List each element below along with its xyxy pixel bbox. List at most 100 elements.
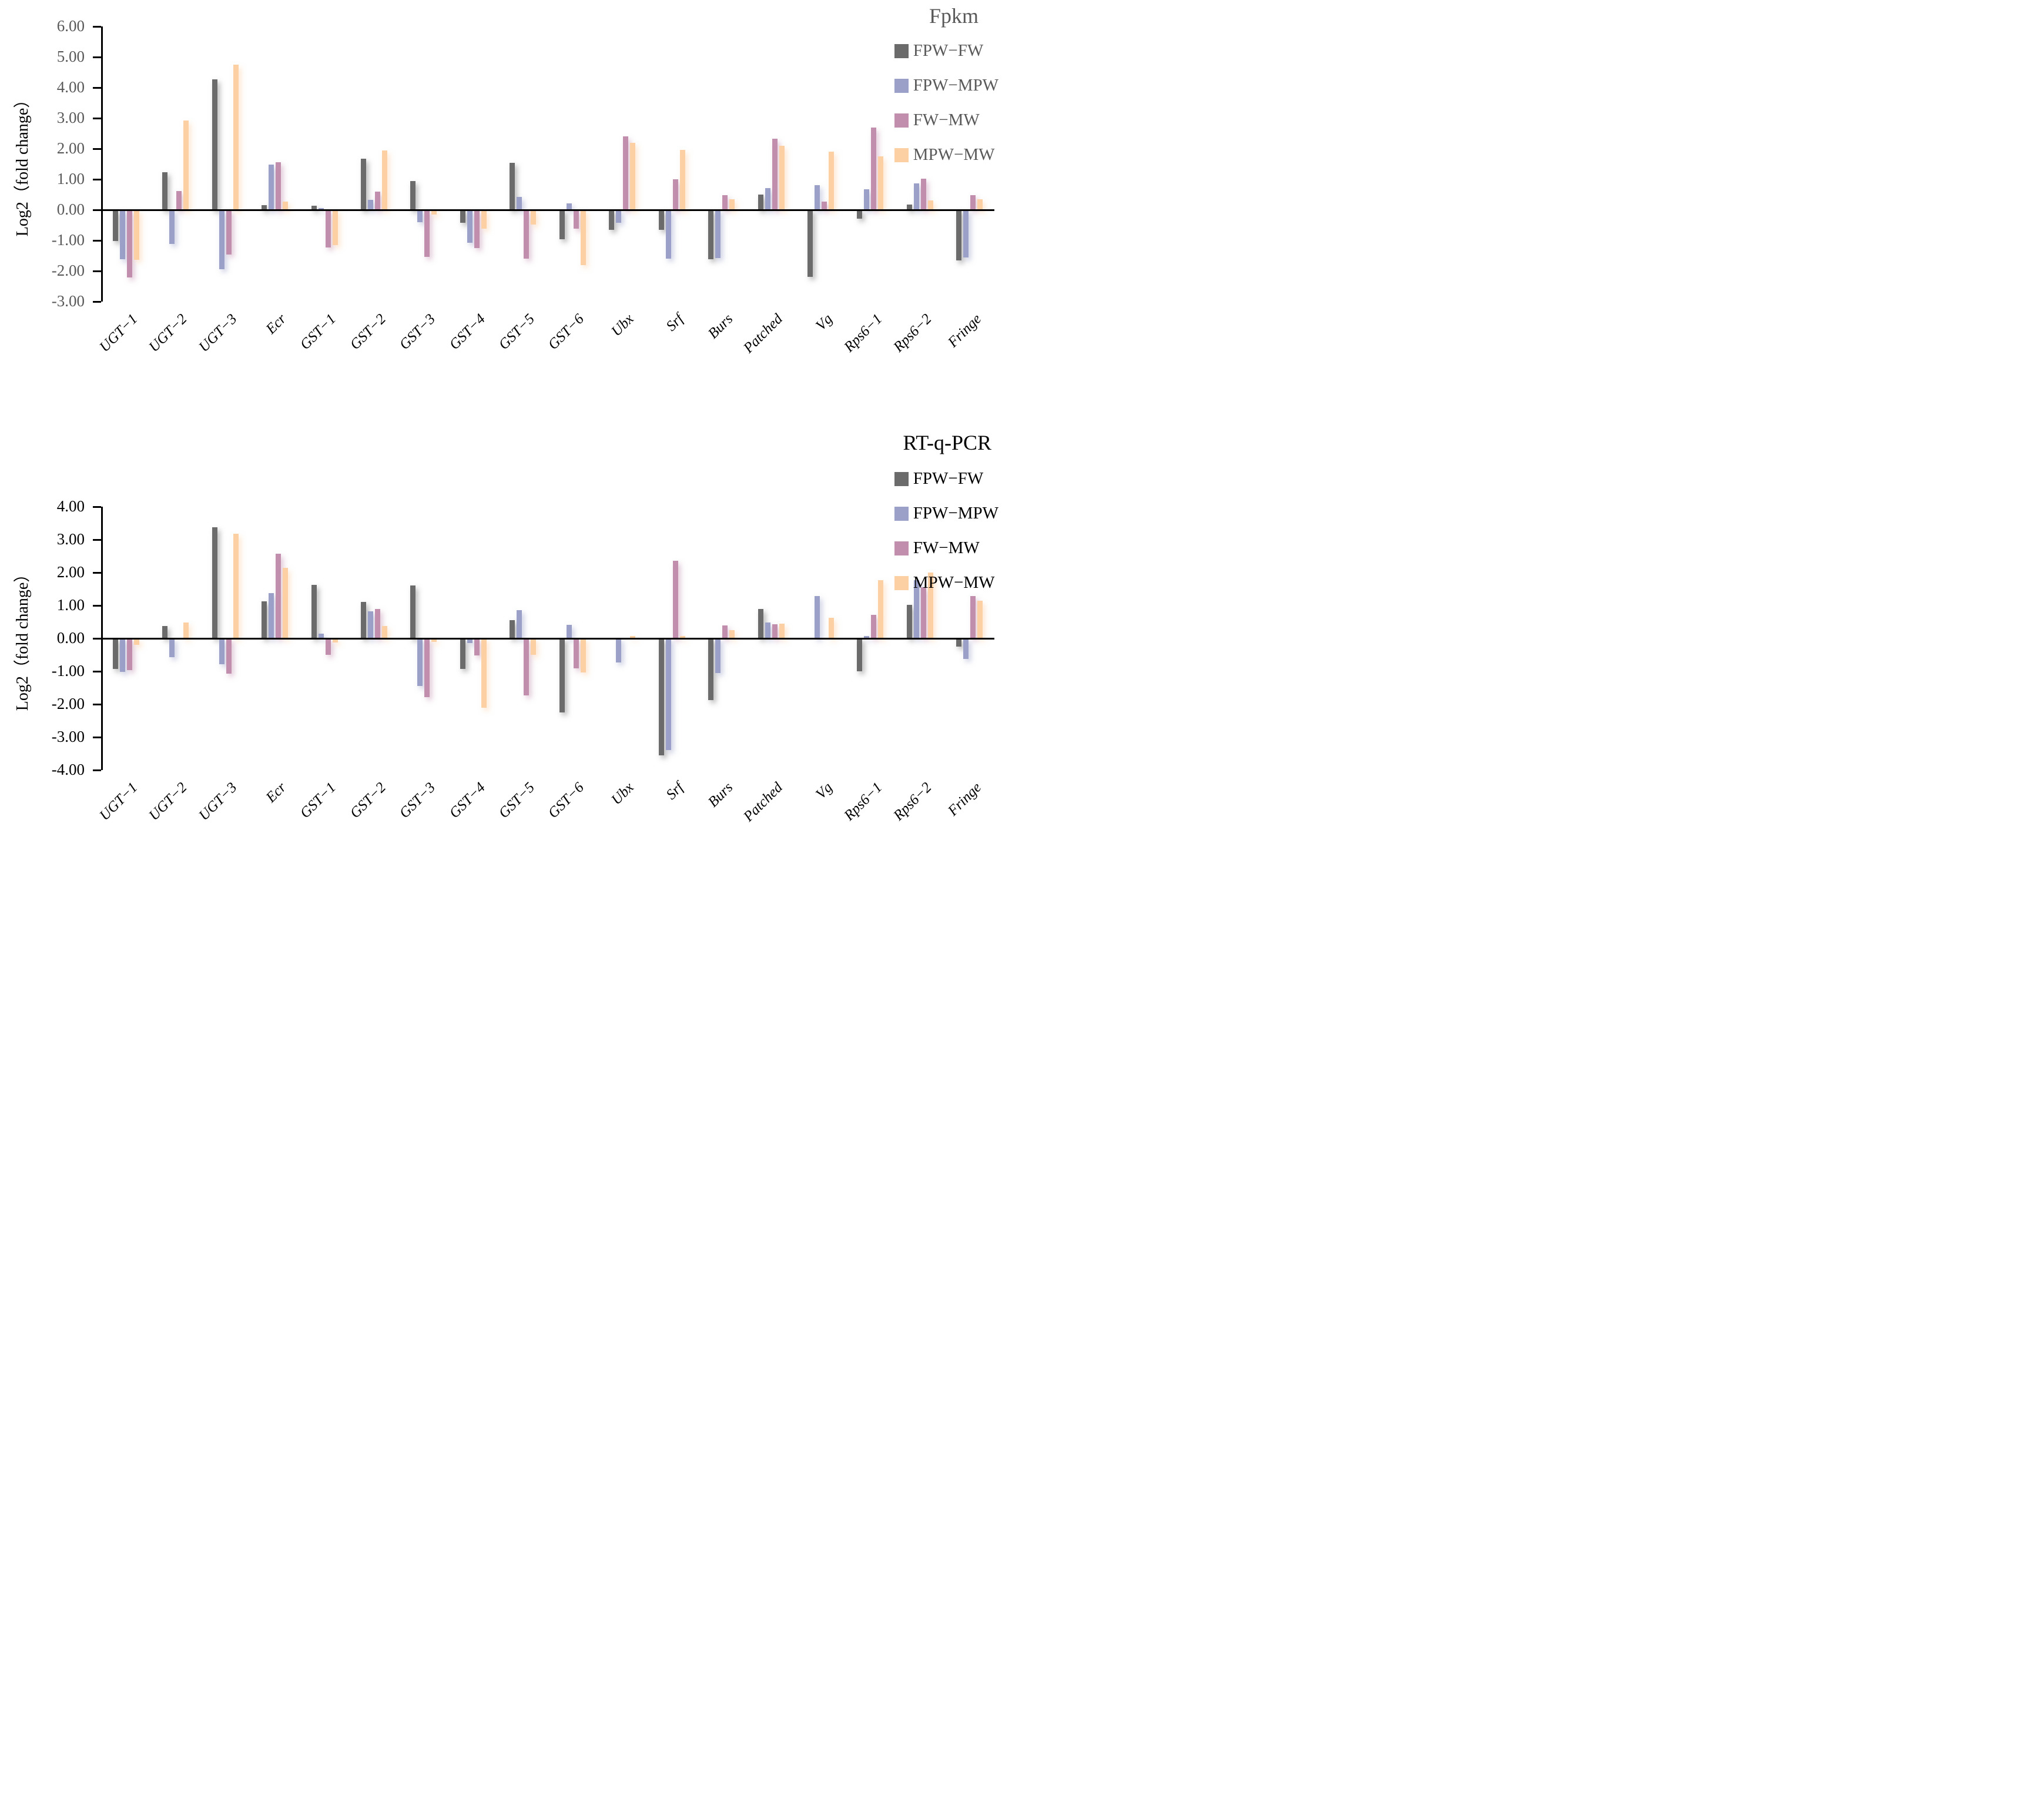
x-category-label: Ecr — [263, 311, 290, 337]
bar — [920, 587, 926, 638]
bar — [360, 601, 366, 638]
bar — [722, 195, 728, 210]
y-axis-line — [101, 26, 103, 302]
x-category-label: GST−3 — [396, 311, 438, 353]
bar — [927, 573, 933, 638]
bar — [318, 633, 324, 638]
bar — [864, 636, 870, 638]
bar — [332, 210, 338, 245]
bar — [524, 210, 530, 259]
bar — [424, 210, 430, 257]
x-category-label: GST−6 — [545, 779, 588, 822]
y-tick-mark — [93, 301, 101, 303]
y-tick-mark — [93, 56, 101, 58]
x-category-label: UGT−3 — [195, 779, 240, 824]
bar — [658, 638, 664, 756]
bar — [133, 638, 139, 645]
bar — [133, 210, 139, 260]
bar — [126, 210, 132, 278]
legend-label: FW−MW — [913, 111, 980, 129]
bar — [573, 210, 579, 229]
bar — [772, 139, 778, 210]
bar — [963, 210, 969, 257]
bar — [169, 210, 175, 245]
bar — [460, 638, 465, 670]
legend-swatch-fpw-fw — [894, 471, 909, 486]
bar — [126, 638, 132, 671]
x-category-label: UGT−2 — [146, 779, 190, 824]
x-category-label: Rps6−1 — [840, 779, 885, 824]
bar — [233, 65, 239, 210]
y-tick-mark — [93, 737, 101, 738]
bar — [814, 596, 820, 638]
bar — [212, 79, 217, 210]
y-tick-label: 4.00 — [56, 78, 85, 96]
legend-item: FPW−FW — [894, 469, 998, 488]
bar — [828, 617, 834, 638]
y-tick-mark — [93, 179, 101, 180]
bar — [715, 638, 721, 673]
legend-label: MPW−MW — [913, 145, 995, 164]
y-tick-mark — [93, 572, 101, 574]
y-tick-label: -3.00 — [51, 292, 85, 310]
bar — [226, 638, 232, 674]
bar — [906, 604, 912, 638]
bar — [566, 625, 572, 638]
x-category-label: Rps6−2 — [890, 779, 935, 824]
bar — [857, 210, 863, 219]
bar — [878, 156, 884, 210]
legend-item: FPW−MPW — [894, 504, 998, 523]
x-axis-zero-line — [101, 638, 994, 640]
x-category-label: Srf — [663, 779, 687, 803]
y-tick-label: -1.00 — [51, 231, 85, 249]
y-tick-label: -4.00 — [51, 761, 85, 778]
bar — [616, 210, 622, 223]
bar — [276, 553, 282, 638]
legend-item: FPW−MPW — [894, 76, 998, 95]
bar — [871, 127, 877, 210]
y-tick-mark — [93, 704, 101, 705]
y-tick-mark — [93, 240, 101, 242]
bar — [119, 210, 125, 259]
bar — [672, 561, 678, 638]
legend-label: FPW−MPW — [913, 504, 998, 523]
legend-rtqpcr: FPW−FW FPW−MPW FW−MW MPW−MW — [894, 469, 998, 593]
legend-label: FPW−MPW — [913, 76, 998, 95]
legend-label: FW−MW — [913, 538, 980, 557]
bar — [580, 210, 586, 266]
bar — [311, 205, 317, 210]
y-tick-label: 0.00 — [56, 629, 85, 647]
y-tick-mark — [93, 539, 101, 541]
x-category-label: Ubx — [608, 779, 637, 808]
bar — [857, 638, 863, 671]
bar — [325, 638, 331, 655]
bar — [162, 172, 168, 210]
bar — [374, 608, 380, 638]
legend-swatch-mpw-mw — [894, 575, 909, 590]
bar — [119, 638, 125, 672]
bar — [169, 638, 175, 658]
bar — [609, 210, 615, 230]
x-category-label: Fringe — [944, 779, 984, 819]
x-category-label: Burs — [705, 311, 736, 342]
bar — [665, 638, 671, 751]
bar — [573, 638, 579, 668]
y-tick-label: -1.00 — [51, 662, 85, 680]
bar — [460, 210, 465, 223]
bar — [623, 136, 629, 210]
y-tick-label: 3.00 — [56, 530, 85, 548]
x-category-label: GST−2 — [347, 779, 389, 822]
y-tick-mark — [93, 118, 101, 119]
x-category-label: GST−5 — [495, 311, 538, 353]
bar — [906, 204, 912, 210]
bar — [517, 197, 522, 210]
bar — [367, 611, 373, 638]
bar — [162, 625, 168, 638]
bar — [381, 625, 387, 638]
x-category-label: GST−4 — [446, 779, 488, 822]
bar — [679, 635, 685, 638]
x-category-label: GST−6 — [545, 311, 588, 353]
bar — [367, 199, 373, 210]
bar — [410, 180, 416, 210]
x-category-label: Burs — [705, 779, 736, 811]
